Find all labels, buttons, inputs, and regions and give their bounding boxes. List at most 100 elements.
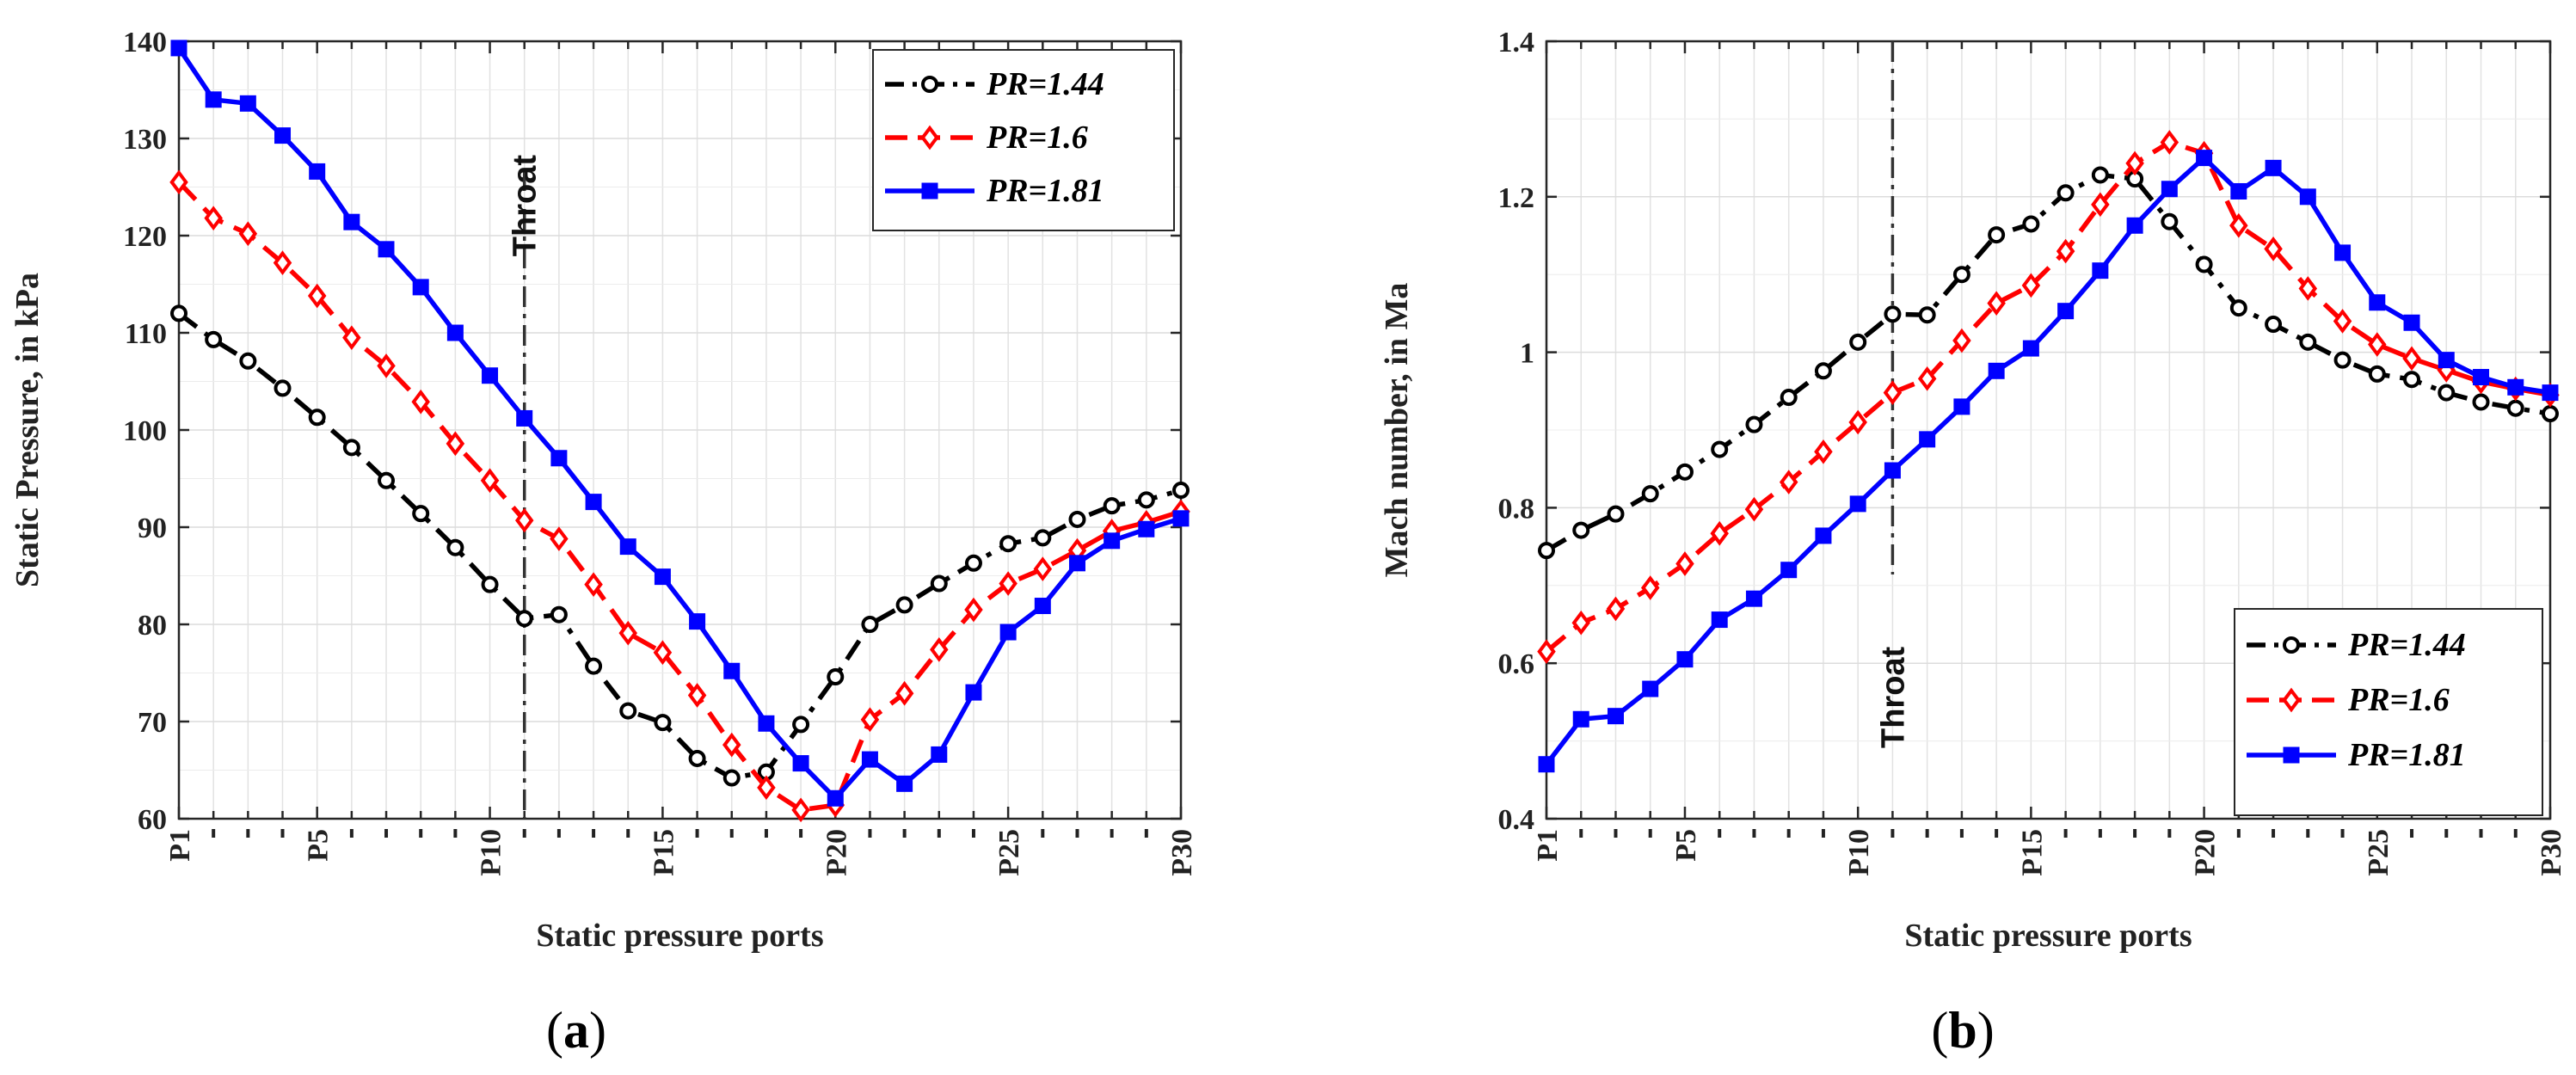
x-tick-label: P20	[821, 829, 852, 876]
data-point	[1710, 520, 1729, 546]
data-point	[2369, 294, 2386, 311]
y-axis: 60 70 80 90 100 110 120 130 140	[123, 27, 1181, 836]
data-point	[2022, 215, 2040, 233]
data-point	[2298, 276, 2318, 301]
legend-marker	[2282, 687, 2301, 713]
data-point	[1034, 598, 1051, 615]
data-point	[1745, 415, 1763, 433]
legend-entry: PR=1.6	[986, 120, 1088, 156]
data-point	[861, 616, 879, 633]
data-point	[1779, 470, 1798, 494]
data-point	[792, 755, 809, 772]
data-point	[446, 324, 464, 341]
data-point	[170, 40, 188, 57]
data-point	[2472, 393, 2490, 411]
throat-marker: Throat	[1875, 41, 1911, 748]
data-point	[412, 505, 430, 523]
data-point	[1952, 328, 1971, 353]
x-tick-label: P15	[648, 829, 679, 876]
throat-label: Throat	[507, 155, 544, 257]
data-point	[1988, 226, 2006, 244]
series-pr-1-81	[1538, 150, 2559, 773]
data-point	[2334, 244, 2352, 261]
y-tick-label: 0.8	[1498, 493, 1535, 525]
y-axis: 0.4 0.6 0.8 1 1.2 1.4	[1498, 27, 2550, 836]
data-point	[2542, 384, 2559, 402]
legend-entry: PR=1.44	[2347, 627, 2466, 663]
data-point	[2473, 369, 2490, 386]
data-point	[1572, 710, 1589, 728]
data-point	[964, 554, 982, 572]
data-point	[791, 797, 810, 823]
data-point	[689, 613, 706, 630]
data-point	[516, 409, 533, 427]
data-point	[1537, 639, 1556, 664]
legend-marker	[2283, 746, 2300, 764]
legend-marker	[921, 182, 938, 200]
data-point	[1814, 439, 1833, 464]
data-point	[239, 352, 257, 370]
x-tick-label: P5	[1670, 829, 1702, 862]
data-point	[2160, 130, 2179, 155]
data-point	[2229, 212, 2248, 238]
data-point	[342, 439, 360, 457]
data-point	[2506, 399, 2524, 417]
data-point	[930, 637, 949, 662]
y-tick-label: 100	[123, 415, 167, 447]
data-point	[1745, 590, 1762, 607]
data-point	[1952, 266, 1970, 284]
data-point	[2438, 352, 2455, 369]
data-point	[170, 304, 188, 322]
data-point	[309, 163, 326, 180]
data-point	[861, 751, 878, 768]
data-point	[758, 715, 775, 732]
data-point	[169, 169, 188, 195]
data-point	[342, 325, 361, 350]
data-point	[482, 367, 499, 384]
data-point	[722, 732, 741, 758]
data-point	[827, 668, 845, 686]
data-point	[2125, 150, 2144, 176]
data-point	[687, 683, 707, 708]
data-point	[1675, 463, 1694, 481]
chart-panel-b: 0.4 0.6 0.8 1 1.2 1.4 P1 P5 P10 P15 P20 P25 P30 Mach …	[1379, 27, 2567, 1059]
data-point	[999, 624, 1017, 641]
data-point	[205, 91, 222, 108]
data-point	[2368, 332, 2387, 357]
data-point	[1814, 362, 1832, 380]
data-point	[1068, 510, 1086, 528]
legend-entry: PR=1.81	[986, 173, 1104, 209]
data-point	[239, 95, 256, 112]
y-tick-label: 1	[1520, 338, 1534, 370]
data-point	[1642, 680, 1659, 697]
data-point	[2333, 309, 2352, 334]
data-point	[723, 662, 741, 679]
data-point	[757, 775, 776, 801]
x-axis: P1 P5 P10 P15 P20 P25 P30	[164, 41, 1198, 876]
data-point	[618, 620, 637, 646]
data-point	[1884, 462, 1901, 479]
data-point	[1780, 389, 1798, 407]
y-tick-label: 1.4	[1498, 27, 1535, 58]
data-point	[2368, 365, 2386, 383]
data-point	[1919, 431, 1936, 448]
x-axis-label: Static pressure ports	[1904, 918, 2192, 954]
data-point	[2299, 333, 2317, 351]
data-point	[1033, 556, 1053, 581]
x-tick-label: P1	[1532, 829, 1564, 862]
data-point	[1172, 510, 1190, 527]
y-axis-label: Static Pressure, in kPa	[9, 273, 46, 587]
x-tick-label: P5	[303, 829, 335, 862]
data-point	[2161, 181, 2178, 198]
axes-box	[1545, 40, 2552, 820]
data-point	[1884, 305, 1902, 323]
data-point	[205, 330, 223, 348]
x-tick-label: P30	[2536, 829, 2567, 876]
data-point	[964, 597, 983, 623]
data-point	[1675, 551, 1694, 576]
data-point	[722, 769, 741, 787]
data-point	[1711, 611, 1728, 629]
data-point	[2403, 314, 2420, 331]
data-point	[2056, 184, 2075, 202]
